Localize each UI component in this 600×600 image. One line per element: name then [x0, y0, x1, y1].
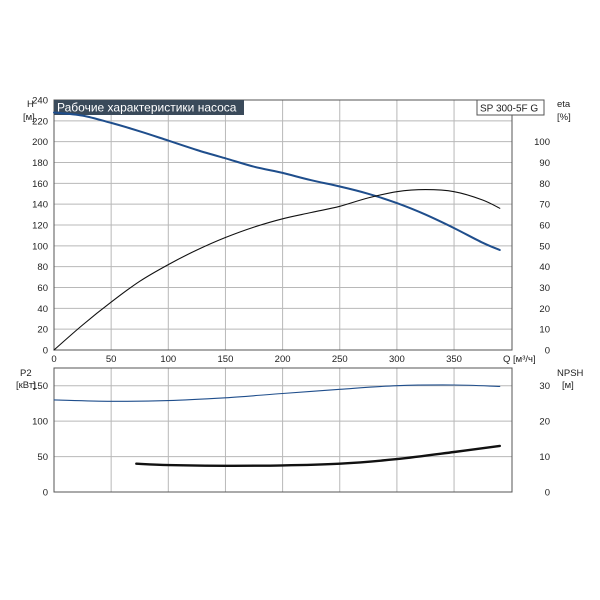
top-panel: Рабочие характеристики насоса SP 300-5F … [23, 96, 571, 366]
y-right-tick-label: 50 [539, 241, 550, 252]
y-left-tick-label: 40 [37, 304, 48, 315]
y-left-tick-label: 100 [32, 417, 48, 428]
x-tick-label: 250 [332, 354, 348, 365]
y-right-tick-label: 30 [539, 381, 550, 392]
y-left-tick-label: 240 [32, 96, 48, 107]
npsh-curve [135, 444, 501, 467]
y-right-tick-label: 100 [534, 137, 550, 148]
p2-label: P2 [20, 368, 32, 379]
p2-unit: [кВт] [16, 380, 36, 391]
y-right-tick-label: 20 [539, 417, 550, 428]
efficiency-curve [53, 189, 501, 351]
y-right-tick-label: 10 [539, 325, 550, 336]
x-tick-label: 200 [275, 354, 291, 365]
chart-title: Рабочие характеристики насоса [57, 101, 237, 115]
y-left-tick-label: 50 [37, 452, 48, 463]
y-left-tick-label: 0 [43, 488, 48, 499]
y-right-tick-label: 40 [539, 262, 550, 273]
bottom-ticks: 0 50 100 150 0 10 20 30 [32, 381, 550, 498]
y-left-tick-label: 80 [37, 262, 48, 273]
x-tick-label: 150 [218, 354, 234, 365]
y-left-tick-label: 60 [37, 283, 48, 294]
y-left-tick-label: 160 [32, 179, 48, 190]
y-left-tick-label: 120 [32, 221, 48, 232]
y-right-tick-label: 80 [539, 179, 550, 190]
npsh-unit: [м] [562, 380, 574, 391]
y-left-tick-label: 100 [32, 241, 48, 252]
bottom-panel: P2 [кВт] NPSH [м] 0 50 100 150 0 10 20 30 [16, 367, 584, 499]
y-left-tick-label: 20 [37, 325, 48, 336]
bottom-plot-frame [53, 367, 513, 493]
y-left-tick-label: 220 [32, 116, 48, 127]
bottom-series [53, 384, 501, 467]
x-tick-label: 300 [389, 354, 405, 365]
head-curve [53, 111, 501, 251]
npsh-label: NPSH [557, 368, 584, 379]
y-left-tick-label: 140 [32, 200, 48, 211]
top-grid [54, 100, 512, 350]
model-label-box [476, 99, 545, 116]
y-right-tick-label: 90 [539, 158, 550, 169]
bottom-grid [54, 368, 512, 492]
power_p2-curve [53, 384, 501, 402]
y-left-label: H [27, 99, 34, 110]
title-box [54, 100, 244, 115]
y-right-tick-label: 0 [545, 346, 550, 357]
y-left-unit: [м] [23, 112, 35, 123]
x-tick-label: 0 [51, 354, 56, 365]
y-left-tick-label: 150 [32, 381, 48, 392]
y-left-tick-label: 0 [43, 346, 48, 357]
x-tick-label: 350 [446, 354, 462, 365]
y-right-tick-label: 30 [539, 283, 550, 294]
y-right-tick-label: 60 [539, 221, 550, 232]
y-right-tick-label: 70 [539, 200, 550, 211]
top-plot-frame [53, 99, 513, 351]
x-axis-label: Q [м³/ч] [503, 354, 536, 365]
top-series [53, 111, 501, 351]
y-right-tick-label: 20 [539, 304, 550, 315]
y-left-tick-label: 200 [32, 137, 48, 148]
y-left-tick-label: 180 [32, 158, 48, 169]
x-tick-label: 50 [106, 354, 117, 365]
y-right-unit: [%] [557, 112, 571, 123]
x-tick-label: 100 [160, 354, 176, 365]
model-label: SP 300-5F G [480, 104, 538, 115]
y-right-tick-label: 0 [545, 488, 550, 499]
y-right-label: eta [557, 99, 571, 110]
y-right-tick-label: 10 [539, 452, 550, 463]
top-ticks: 0 50 100 150 200 250 300 3500204060801001201401… [32, 96, 550, 366]
